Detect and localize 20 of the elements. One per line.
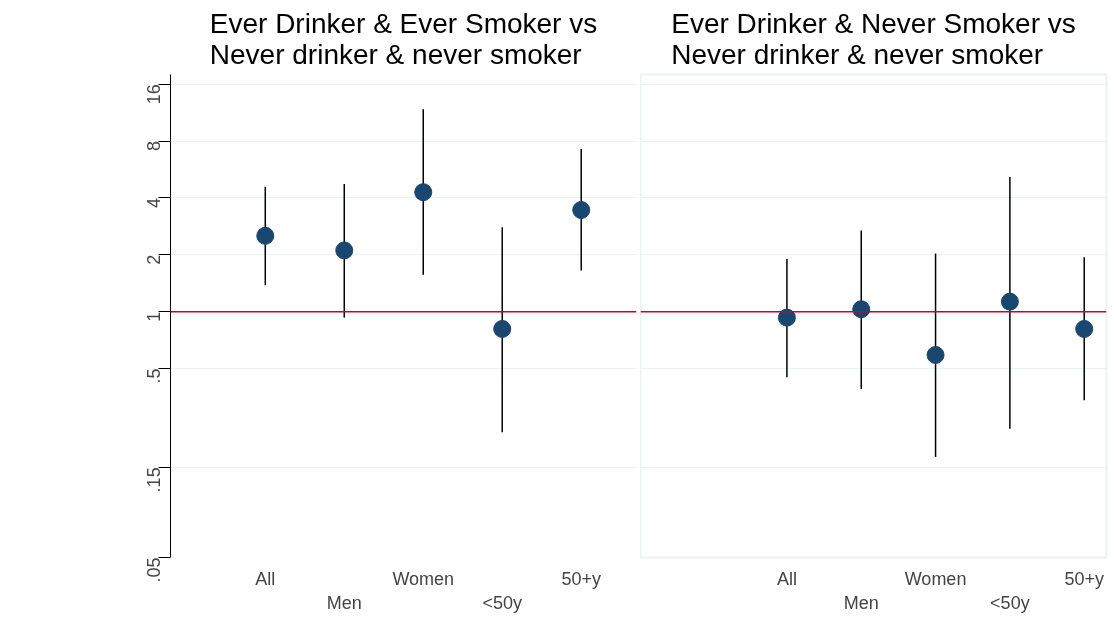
chart-title: Ever Drinker & Ever Smoker vs Never drinker & never smoker xyxy=(209,7,598,70)
y-tick-label: .5 xyxy=(144,368,164,384)
x-tick-label: 50+y xyxy=(1064,568,1104,589)
x-tick-label: Women xyxy=(904,568,967,589)
x-tick-label: <50y xyxy=(990,592,1030,613)
x-tick-label: All xyxy=(255,568,276,589)
x-tick-label: Men xyxy=(326,592,362,613)
x-tick-label: Men xyxy=(843,592,879,613)
y-tick-label: 2 xyxy=(144,254,164,265)
y-tick-label: 1 xyxy=(144,311,164,322)
chart-title: Ever Drinker & Never Smoker vs Never drinker & never smoker xyxy=(671,7,1076,70)
y-tick-label: .05 xyxy=(144,557,164,583)
x-tick-label: <50y xyxy=(482,592,523,613)
y-tick-label: .15 xyxy=(144,467,164,493)
x-tick-label: 50+y xyxy=(561,568,601,589)
y-tick-label: 4 xyxy=(144,197,164,208)
x-tick-label: All xyxy=(776,568,797,589)
y-tick-label: 16 xyxy=(144,84,164,105)
y-tick-label: 8 xyxy=(144,141,164,152)
x-tick-label: Women xyxy=(392,568,455,589)
